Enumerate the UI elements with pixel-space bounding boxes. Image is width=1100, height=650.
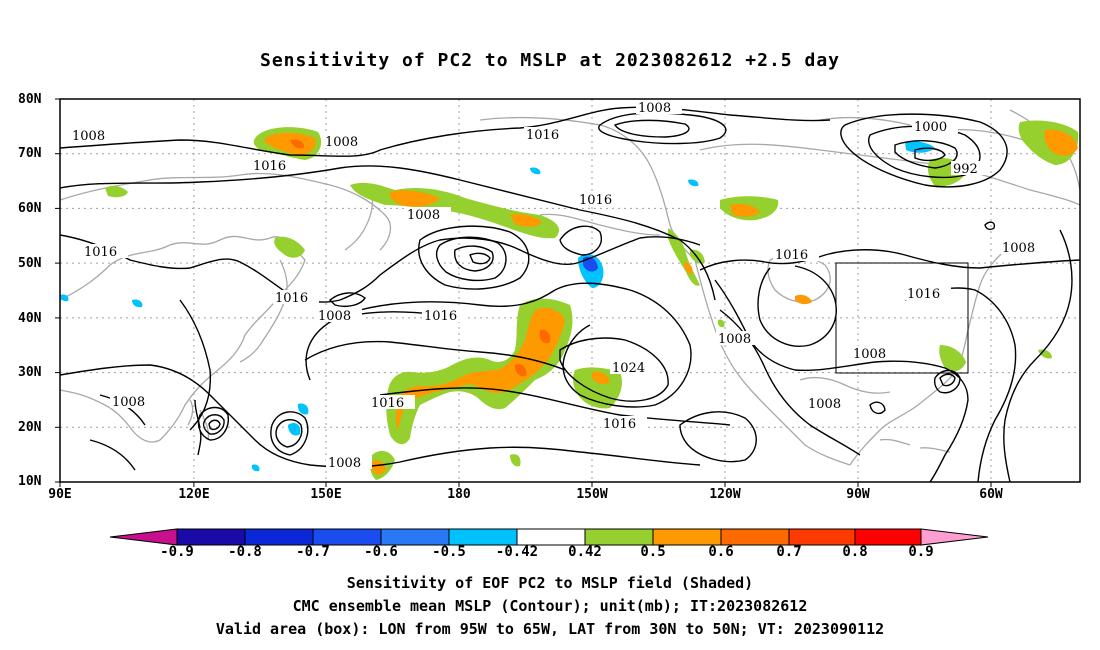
contour-labels: 1008 1008 1016 1008 1000 992 1016 1016 1… bbox=[70, 100, 1046, 471]
contour-label: 1008 bbox=[112, 395, 145, 410]
contour-label: 1008 bbox=[407, 208, 440, 223]
colorbar-cell bbox=[516, 528, 586, 546]
colorbar-cell bbox=[584, 528, 654, 546]
contour-label: 1008 bbox=[638, 101, 671, 116]
colorbar-label: -0.5 bbox=[432, 544, 466, 560]
colorbar-cell bbox=[448, 528, 518, 546]
lon-label: 150E bbox=[310, 487, 342, 502]
contour-label: 1016 bbox=[371, 396, 404, 411]
lat-label: 80N bbox=[18, 92, 42, 107]
colorbar-label: -0.7 bbox=[296, 544, 330, 560]
contour-label: 1008 bbox=[853, 347, 886, 362]
colorbar-cell bbox=[854, 528, 922, 546]
contour-label: 1008 bbox=[1002, 241, 1035, 256]
contour-label: 1008 bbox=[328, 456, 361, 471]
lat-label: 20N bbox=[18, 420, 42, 435]
contour-label: 1016 bbox=[907, 287, 940, 302]
colorbar-label: 0.42 bbox=[568, 544, 602, 560]
axis-ticks bbox=[55, 98, 992, 487]
contour-label: 1016 bbox=[775, 248, 808, 263]
lon-label: 120E bbox=[178, 487, 210, 502]
map-title: Sensitivity of PC2 to MSLP at 2023082612… bbox=[259, 50, 840, 71]
contour-label: 1008 bbox=[808, 397, 841, 412]
contour-label: 1016 bbox=[424, 309, 457, 324]
footer-line-2: CMC ensemble mean MSLP (Contour); unit(m… bbox=[292, 597, 808, 615]
colorbar-label: -0.6 bbox=[364, 544, 398, 560]
colorbar-cell bbox=[788, 528, 856, 546]
lat-label: 50N bbox=[18, 256, 42, 271]
lat-label: 70N bbox=[18, 146, 42, 161]
colorbar-label: 0.8 bbox=[842, 544, 868, 560]
map-frame bbox=[59, 98, 1081, 483]
colorbar-label: 0.5 bbox=[640, 544, 666, 560]
lon-label: 90E bbox=[48, 487, 72, 502]
colorbar-label: -0.42 bbox=[495, 544, 539, 560]
contour-label: 992 bbox=[953, 162, 978, 177]
lon-label: 120W bbox=[709, 487, 741, 502]
contour-label: 1016 bbox=[275, 291, 308, 306]
contour-label: 1008 bbox=[325, 135, 358, 150]
lat-label: 60N bbox=[18, 201, 42, 216]
lon-label: 60W bbox=[979, 487, 1003, 502]
contour-label: 1000 bbox=[914, 120, 947, 135]
colorbar-cell bbox=[720, 528, 790, 546]
lat-label: 40N bbox=[18, 311, 42, 326]
contour-label: 1016 bbox=[526, 128, 559, 143]
colorbar-label: -0.9 bbox=[160, 544, 194, 560]
contour-label: 1008 bbox=[72, 129, 105, 144]
lat-label: 10N bbox=[18, 474, 42, 489]
colorbar-label: 0.6 bbox=[708, 544, 734, 560]
contour-label: 1016 bbox=[603, 417, 636, 432]
colorbar-cell bbox=[176, 528, 246, 546]
colorbar-label: 0.7 bbox=[776, 544, 802, 560]
colorbar-cell bbox=[380, 528, 450, 546]
contour-label: 1016 bbox=[579, 193, 612, 208]
footer-line-3: Valid area (box): LON from 95W to 65W, L… bbox=[215, 620, 885, 638]
colorbar-label: 0.9 bbox=[908, 544, 934, 560]
lat-label: 30N bbox=[18, 365, 42, 380]
colorbar bbox=[109, 528, 989, 546]
colorbar-label: -0.8 bbox=[228, 544, 262, 560]
contour-label: 1008 bbox=[718, 332, 751, 347]
footer-line-1: Sensitivity of EOF PC2 to MSLP field (Sh… bbox=[346, 574, 754, 592]
valid-area-box bbox=[835, 262, 969, 374]
contour-label: 1016 bbox=[84, 245, 117, 260]
contour-label: 1016 bbox=[253, 159, 286, 174]
contour-label: 1024 bbox=[612, 361, 645, 376]
colorbar-cell bbox=[312, 528, 382, 546]
lon-label: 90W bbox=[846, 487, 870, 502]
contour-label: 1008 bbox=[318, 309, 351, 324]
colorbar-cell bbox=[244, 528, 314, 546]
colorbar-cell bbox=[920, 528, 989, 546]
colorbar-cell bbox=[652, 528, 722, 546]
lon-label: 180 bbox=[447, 487, 471, 502]
lon-label: 150W bbox=[576, 487, 608, 502]
colorbar-cell bbox=[109, 528, 178, 546]
